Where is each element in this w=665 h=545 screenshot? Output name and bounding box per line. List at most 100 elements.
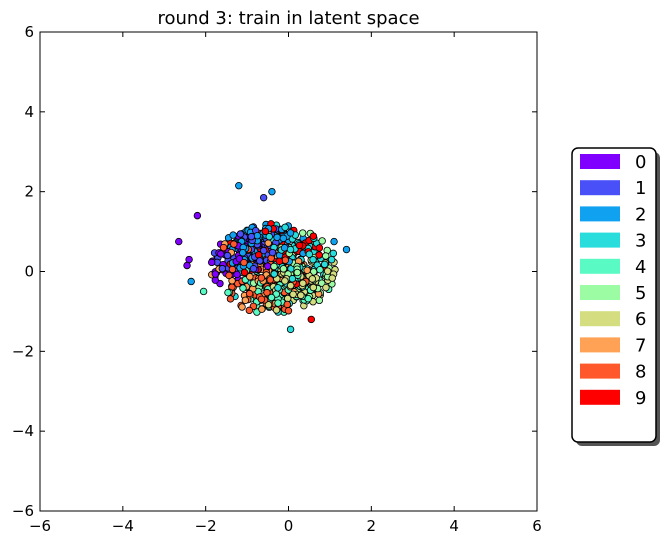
x-tick-label: 6 — [532, 517, 542, 535]
scatter-point — [260, 246, 268, 255]
scatter-point — [226, 295, 235, 303]
scatter-point — [288, 275, 297, 283]
scatter-point — [199, 287, 208, 296]
y-axis-tick-labels: −6 −4 −2 0 2 4 6 — [12, 23, 34, 520]
legend-swatch — [580, 363, 620, 379]
scatter-point — [230, 240, 238, 248]
scatter-point — [256, 257, 264, 265]
scatter-point — [303, 266, 311, 274]
legend-swatch — [580, 311, 620, 327]
scatter-point — [315, 296, 324, 305]
scatter-point — [219, 243, 228, 252]
scatter-point — [264, 239, 272, 247]
scatter-point — [245, 289, 254, 298]
scatter-point — [316, 266, 324, 274]
y-tick-label: 4 — [24, 103, 34, 121]
scatter-point — [258, 305, 266, 313]
legend-swatch — [580, 154, 620, 169]
scatter-point — [299, 279, 307, 287]
scatter-point — [281, 223, 289, 231]
scatter-point — [261, 227, 270, 236]
x-tick-label: 0 — [284, 517, 294, 535]
legend-label: 1 — [635, 178, 646, 199]
legend-swatch — [580, 180, 620, 196]
legend-swatch — [580, 337, 620, 353]
scatter-point — [274, 299, 282, 307]
scatter-point — [228, 265, 237, 274]
scatter-point — [175, 237, 183, 246]
scatter-point — [297, 291, 305, 300]
scatter-point — [328, 274, 336, 282]
scatter-point — [268, 187, 276, 196]
scatter-point — [322, 283, 330, 292]
legend-label: 5 — [635, 283, 646, 304]
scatter-point — [315, 251, 323, 259]
scatter-point — [315, 244, 324, 252]
axis-ticks — [39, 31, 538, 512]
scatter-point — [273, 233, 281, 242]
x-axis-tick-labels: −6 −4 −2 0 2 4 6 — [29, 517, 542, 535]
scatter-point — [286, 325, 295, 334]
scatter-point — [279, 265, 288, 273]
legend-swatch — [580, 258, 620, 274]
scatter-point — [249, 265, 258, 273]
scatter-point — [217, 250, 225, 258]
scatter-point — [304, 294, 312, 303]
scatter-point — [224, 288, 232, 297]
legend-label: 4 — [635, 257, 646, 278]
scatter-point — [257, 274, 266, 282]
scatter-point — [238, 303, 246, 311]
scatter-point — [279, 234, 288, 243]
scatter-point — [327, 255, 336, 264]
data-points — [175, 181, 351, 334]
chart-title: round 3: train in latent space — [157, 8, 419, 29]
scatter-point — [187, 277, 195, 286]
scatter-point — [283, 300, 291, 309]
scatter-point — [239, 284, 247, 292]
scatter-point — [320, 260, 329, 269]
scatter-point — [218, 264, 227, 273]
scatter-point — [270, 262, 278, 271]
legend-swatch — [580, 232, 620, 248]
scatter-point — [240, 258, 248, 267]
scatter-point — [309, 232, 318, 240]
scatter-point — [295, 241, 304, 250]
scatter-point — [236, 230, 245, 238]
scatter-point — [305, 250, 314, 258]
x-tick-label: −2 — [195, 517, 217, 535]
scatter-point — [246, 273, 254, 281]
legend-label: 6 — [635, 309, 646, 330]
scatter-point — [264, 262, 272, 270]
scatter-point — [289, 290, 297, 298]
legend-label: 9 — [635, 388, 646, 409]
legend-label: 8 — [635, 362, 646, 383]
scatter-point — [308, 275, 317, 283]
scatter-point — [253, 231, 262, 240]
scatter-point — [272, 306, 281, 314]
scatter-point — [266, 276, 274, 284]
scatter-point — [318, 237, 326, 245]
scatter-point — [223, 251, 232, 260]
scatter-point — [207, 258, 216, 267]
scatter-point — [275, 257, 284, 265]
scatter-point — [240, 268, 249, 277]
y-tick-label: −6 — [12, 502, 34, 520]
scatter-point — [265, 232, 273, 241]
legend-label: 7 — [635, 335, 646, 356]
scatter-point — [239, 248, 247, 257]
scatter-point — [293, 268, 301, 277]
scatter-point — [342, 245, 351, 254]
scatter-point — [193, 211, 202, 220]
scatter-point — [233, 270, 241, 279]
scatter-point — [307, 315, 315, 324]
scatter-point — [245, 306, 254, 315]
y-tick-label: 0 — [24, 263, 34, 281]
scatter-point — [309, 255, 317, 264]
scatter-point — [241, 296, 250, 304]
x-tick-label: −4 — [112, 517, 134, 535]
scatter-point — [229, 231, 237, 239]
scatter-point — [330, 237, 338, 246]
legend-entries: 0 1 2 3 4 5 6 7 8 9 — [580, 152, 646, 409]
legend-swatch — [580, 206, 620, 222]
scatter-point — [263, 288, 271, 297]
